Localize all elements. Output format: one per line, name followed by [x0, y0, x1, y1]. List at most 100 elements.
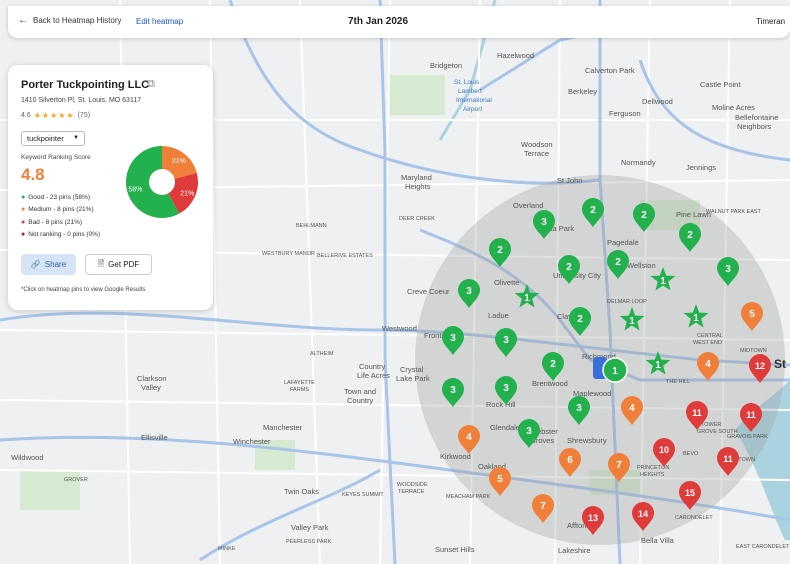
map-label: Airport	[463, 106, 482, 113]
map-pin[interactable]: 6	[559, 448, 581, 477]
map-pin[interactable]: 15	[679, 481, 701, 510]
map-label: HEIGHTS	[640, 472, 665, 478]
pin-rank-label: 1	[629, 316, 635, 327]
map-pin[interactable]: 4	[621, 396, 643, 425]
donut-slice-label: 21%	[180, 190, 194, 197]
map-pin[interactable]: 11	[717, 447, 739, 476]
map-pin[interactable]: 3	[518, 419, 540, 448]
map-label: Winchester	[233, 437, 271, 446]
external-link-icon[interactable]: ⧉	[147, 78, 155, 90]
map-pin[interactable]: 14	[632, 502, 654, 531]
map-pin[interactable]: 2	[582, 198, 604, 227]
map-label: MEACHAM PARK	[446, 494, 491, 500]
map-pin[interactable]: 2	[569, 307, 591, 336]
map-pin[interactable]: 7	[608, 453, 630, 482]
score-label: Keyword Ranking Score	[21, 154, 91, 161]
back-to-history-link[interactable]: ← Back to Heatmap History	[18, 15, 122, 25]
map-label: Manchester	[263, 423, 303, 432]
link-icon: 🔗	[30, 260, 41, 269]
map-label: Bella Villa	[641, 536, 675, 545]
map-pin[interactable]: 3	[717, 257, 739, 286]
map-pin[interactable]: 11	[686, 401, 708, 430]
map-pin[interactable]: 5	[489, 467, 511, 496]
review-count: (75)	[77, 112, 91, 119]
pin-marker-icon	[683, 304, 709, 328]
pin-marker-icon	[559, 448, 581, 477]
map-pin[interactable]: 2	[558, 255, 580, 284]
map-pin[interactable]: 4	[697, 352, 719, 381]
pin-icon: ●	[21, 218, 26, 226]
map-label: Neighbors	[737, 122, 771, 131]
pin-rank-label: 3	[450, 333, 456, 344]
map-pin[interactable]: 4	[458, 425, 480, 454]
pin-rank-label: 3	[503, 335, 509, 346]
map-pin[interactable]: 3	[495, 328, 517, 357]
pin-marker-icon	[542, 352, 564, 381]
pin-marker-icon	[518, 419, 540, 448]
ranking-legend: ● Good - 23 pins (58%) ● Medium - 8 pins (…	[21, 191, 100, 241]
map-pin[interactable]: 5	[741, 302, 763, 331]
score-value: 4.8	[21, 165, 45, 184]
map-pin[interactable]: 1	[514, 284, 540, 308]
map-pin[interactable]: 11	[740, 403, 762, 432]
pin-marker-icon	[532, 494, 554, 523]
pin-rank-label: 15	[685, 488, 695, 498]
pin-rank-label: 3	[450, 385, 456, 396]
keyword-select[interactable]: tuckpointer ▼	[21, 131, 85, 146]
map-pin[interactable]: 1	[602, 357, 628, 383]
back-label: Back to Heatmap History	[33, 16, 122, 25]
pin-rank-label: 1	[524, 293, 530, 304]
map-pin[interactable]: 3	[533, 210, 555, 239]
map-label: Ellisville	[141, 433, 168, 442]
map-hint: *Click on heatmap pins to view Google Re…	[21, 287, 146, 293]
map-label: Vinita Park	[538, 224, 574, 233]
map-pin[interactable]: 13	[582, 506, 604, 535]
pin-marker-icon	[442, 326, 464, 355]
map-pin[interactable]: 2	[607, 250, 629, 279]
map-pin[interactable]: 2	[542, 352, 564, 381]
map-pin[interactable]: 2	[489, 238, 511, 267]
pin-rank-label: 4	[629, 403, 635, 414]
map-pin[interactable]: 1	[650, 267, 676, 291]
map-pin[interactable]: 1	[645, 351, 671, 375]
pin-marker-icon	[679, 481, 701, 510]
pin-marker-icon	[568, 396, 590, 425]
pin-rank-label: 2	[615, 257, 621, 268]
pin-rank-label: 2	[590, 205, 596, 216]
pin-rank-label: 6	[567, 455, 573, 466]
map-label: MIDTOWN	[740, 348, 767, 354]
ranking-donut-chart: 58% 21% 21%	[126, 146, 198, 218]
edit-heatmap-link[interactable]: Edit heatmap	[136, 17, 184, 26]
map-pin[interactable]: 3	[442, 378, 464, 407]
map-pin[interactable]: 1	[683, 304, 709, 328]
map-label: WEST END	[693, 340, 722, 346]
map-pin[interactable]: 1	[619, 307, 645, 331]
share-button[interactable]: 🔗 Share	[21, 254, 76, 275]
map-label: Maplewood	[573, 389, 611, 398]
pin-marker-icon	[645, 351, 671, 375]
map-label: Moline Acres	[712, 103, 755, 112]
map-pin[interactable]: 12	[749, 354, 771, 383]
pin-rank-label: 13	[588, 513, 598, 523]
map-pin[interactable]: 7	[532, 494, 554, 523]
pin-rank-label: 1	[660, 276, 666, 287]
map-label: Affton	[567, 521, 586, 530]
map-pin[interactable]: 2	[679, 223, 701, 252]
map-pin[interactable]: 3	[568, 396, 590, 425]
map-pin[interactable]: 3	[458, 279, 480, 308]
map-label: Ferguson	[609, 109, 641, 118]
get-pdf-button[interactable]: 🗎 Get PDF	[85, 254, 152, 275]
pin-marker-icon	[489, 238, 511, 267]
map-pin[interactable]: 2	[633, 203, 655, 232]
map-label: BEVO	[683, 451, 699, 457]
map-label: CARONDELET	[675, 515, 713, 521]
map-pin[interactable]: 3	[495, 376, 517, 405]
pin-icon: ●	[21, 206, 26, 214]
pin-marker-icon	[514, 284, 540, 308]
map-pin[interactable]: 3	[442, 326, 464, 355]
map-pin[interactable]: 10	[653, 438, 675, 467]
pin-marker-icon	[458, 425, 480, 454]
pin-marker-icon	[633, 203, 655, 232]
map-label: Shrewsbury	[567, 436, 607, 445]
